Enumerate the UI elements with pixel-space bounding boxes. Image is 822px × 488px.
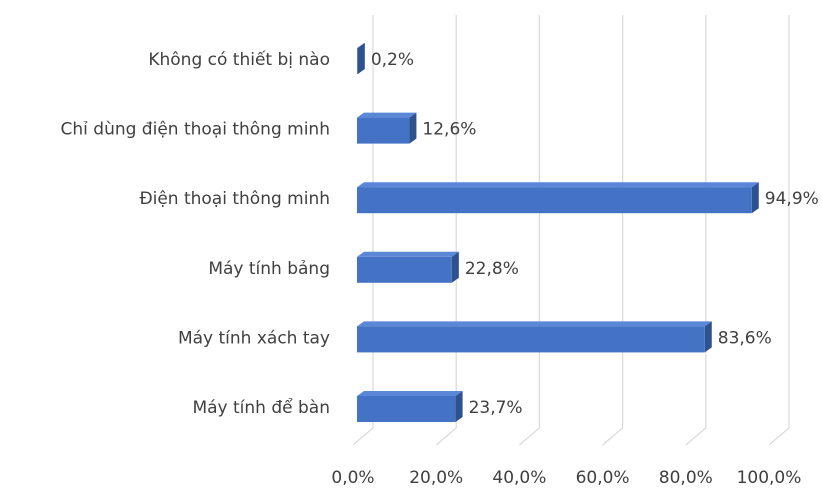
y-tick-label: Chỉ dùng điện thoại thông minh — [61, 120, 331, 140]
y-tick-label: Máy tính bảng — [208, 259, 330, 279]
bar-top — [357, 391, 463, 396]
grid-line — [352, 15, 374, 446]
data-label: 12,6% — [422, 120, 476, 140]
bar-side — [455, 391, 463, 422]
y-tick-label: Máy tính để bàn — [192, 397, 330, 418]
data-label: 22,8% — [465, 259, 519, 279]
bar-top — [357, 251, 459, 257]
x-tick-label: 100,0% — [737, 468, 802, 488]
data-label: 23,7% — [469, 398, 523, 418]
bar — [357, 326, 705, 353]
bar-side — [357, 43, 365, 74]
grid-line — [602, 15, 624, 446]
x-tick-label: 40,0% — [492, 468, 546, 488]
y-tick-label: Điện thoại thông minh — [139, 189, 330, 209]
y-tick-label: Không có thiết bị nào — [148, 49, 330, 70]
bar — [357, 117, 410, 144]
bar — [357, 256, 452, 283]
data-label: 0,2% — [371, 50, 414, 70]
bar — [357, 396, 456, 422]
x-tick-label: 20,0% — [409, 468, 463, 488]
x-tick-label: 0,0% — [331, 468, 374, 488]
x-tick-label: 80,0% — [659, 468, 713, 488]
bar-side — [751, 182, 759, 214]
x-tick-label: 60,0% — [576, 468, 630, 488]
bar-top — [357, 112, 417, 118]
y-tick-label: Máy tính xách tay — [178, 328, 330, 348]
bar-top — [357, 182, 759, 188]
grid-line — [768, 15, 790, 446]
data-label: 94,9% — [765, 189, 819, 209]
grid-line — [519, 15, 540, 446]
bar — [357, 187, 752, 214]
data-label: 83,6% — [718, 328, 772, 348]
bar-top — [357, 43, 365, 48]
grid-line — [435, 15, 457, 446]
bar-side — [409, 112, 417, 144]
bar — [357, 48, 358, 74]
grid-line — [685, 15, 707, 446]
bar-top — [357, 321, 712, 327]
bar-side — [451, 251, 459, 283]
bar-side — [704, 321, 712, 353]
